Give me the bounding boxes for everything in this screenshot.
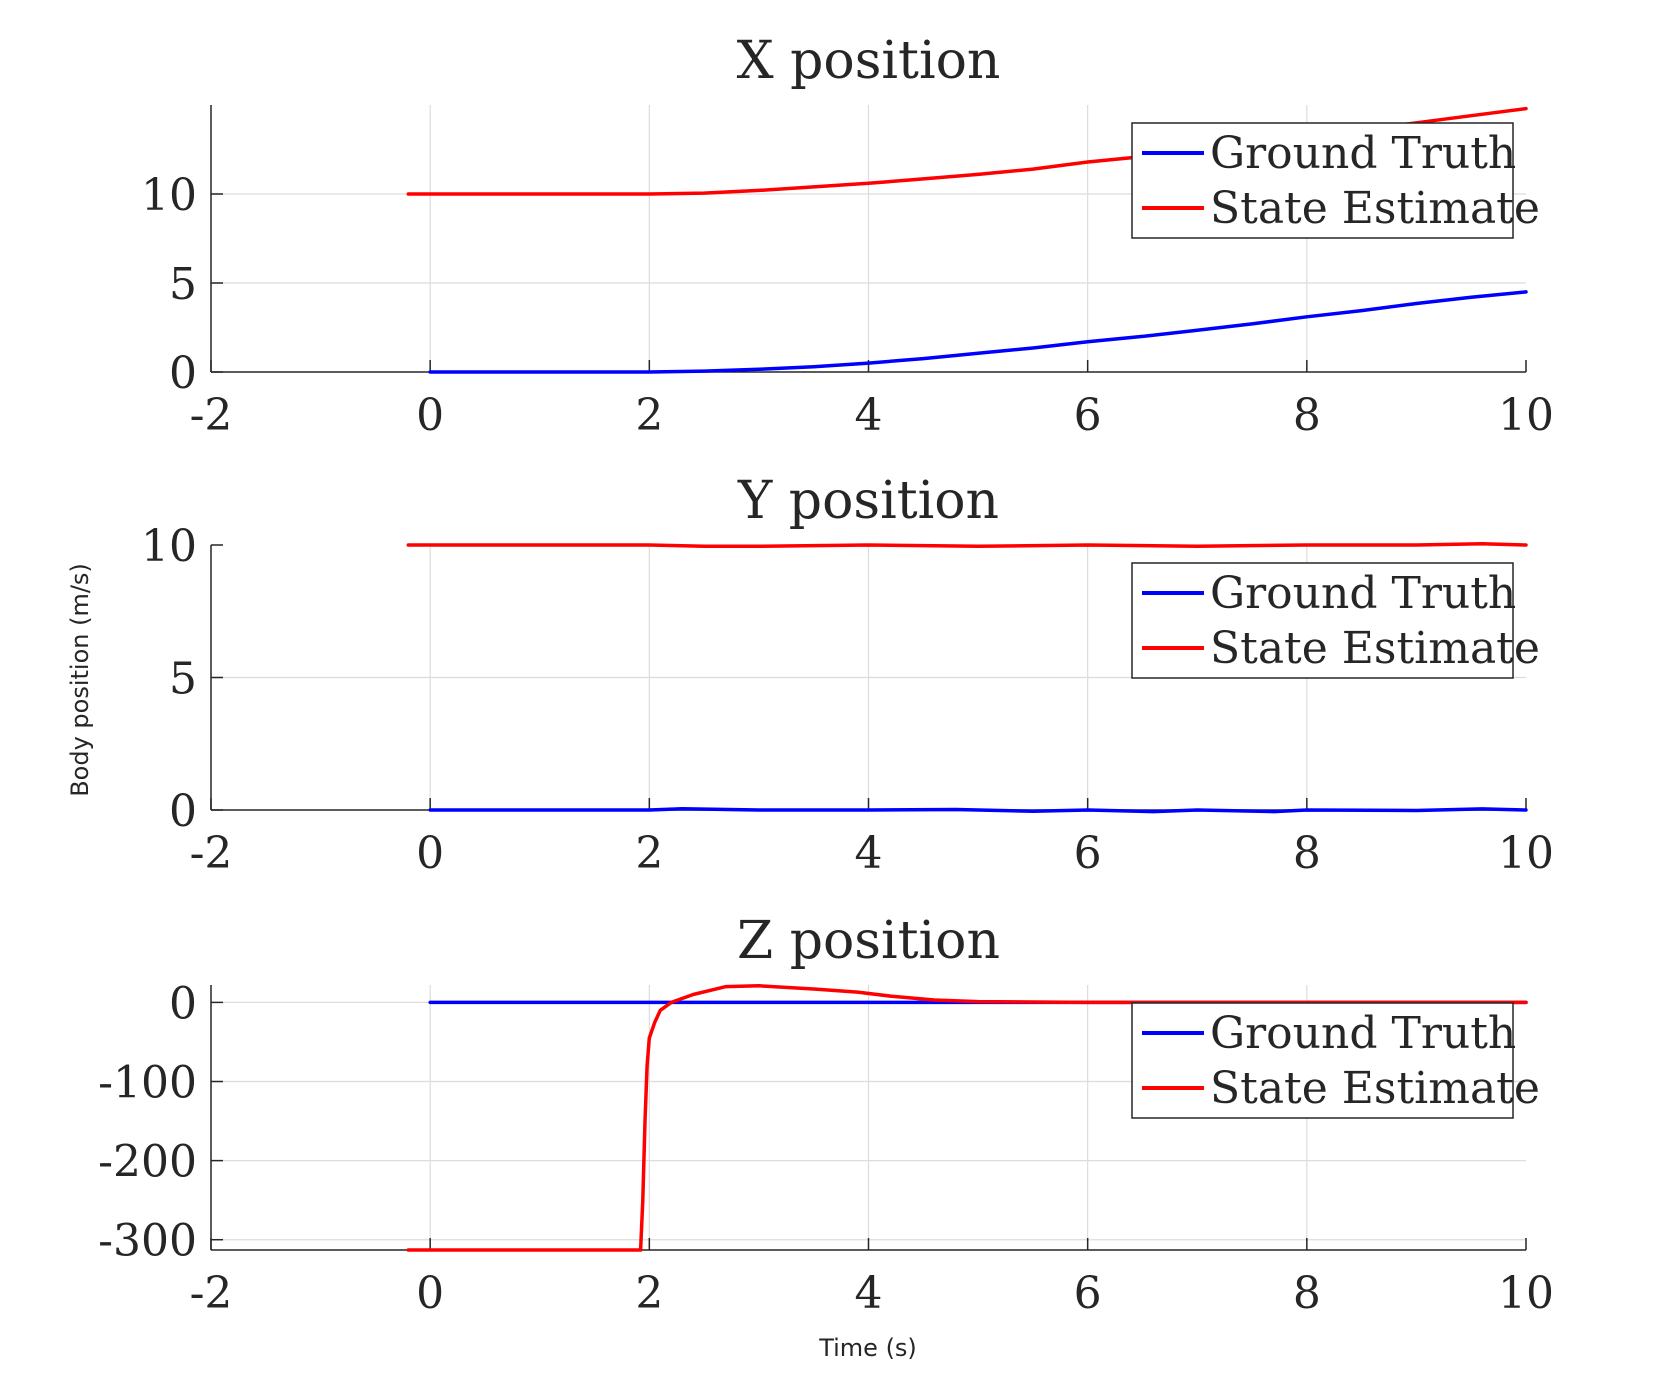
y-tick-label: 0 bbox=[169, 978, 197, 1029]
x-tick-label: 2 bbox=[635, 390, 663, 441]
x-tick-label: 8 bbox=[1293, 828, 1321, 879]
legend-label: Ground Truth bbox=[1210, 1008, 1516, 1059]
x-tick-label: 0 bbox=[416, 1268, 444, 1319]
x-tick-label: 4 bbox=[855, 828, 883, 879]
x-tick-label: 2 bbox=[635, 1268, 663, 1319]
x-tick-label: -2 bbox=[190, 1268, 233, 1319]
x-tick-label: 6 bbox=[1074, 390, 1102, 441]
y-tick-label: 10 bbox=[141, 170, 197, 221]
subplot-title: X position bbox=[737, 31, 1001, 91]
legend-label: Ground Truth bbox=[1210, 568, 1516, 619]
legend-label: State Estimate bbox=[1210, 1063, 1540, 1114]
legend-label: State Estimate bbox=[1210, 623, 1540, 674]
legend-box bbox=[1131, 122, 1514, 239]
x-tick-label: -2 bbox=[190, 828, 233, 879]
legend-box bbox=[1131, 562, 1514, 679]
series-line-state-estimate bbox=[406, 984, 1528, 1252]
y-tick-label: -300 bbox=[98, 1216, 197, 1267]
y-tick-label: -200 bbox=[98, 1137, 197, 1188]
series-line-ground-truth bbox=[428, 290, 1528, 374]
y-tick-label: 5 bbox=[169, 259, 197, 310]
y-tick-label: 0 bbox=[169, 348, 197, 399]
x-tick-label: 10 bbox=[1498, 390, 1554, 441]
x-tick-label: 6 bbox=[1074, 1268, 1102, 1319]
y-tick-label: 0 bbox=[169, 786, 197, 837]
y-tick-label: -100 bbox=[98, 1058, 197, 1109]
series-line-ground-truth bbox=[428, 806, 1528, 814]
subplot-title: Z position bbox=[737, 911, 1000, 971]
y-tick-label: 10 bbox=[141, 521, 197, 572]
x-tick-label: 4 bbox=[855, 1268, 883, 1319]
x-tick-label: 4 bbox=[855, 390, 883, 441]
x-tick-label: 10 bbox=[1498, 1268, 1554, 1319]
x-tick-label: 8 bbox=[1293, 1268, 1321, 1319]
x-tick-label: 0 bbox=[416, 390, 444, 441]
y-tick-label: 5 bbox=[169, 654, 197, 705]
x-tick-label: 10 bbox=[1498, 828, 1554, 879]
series-line-state-estimate bbox=[406, 541, 1528, 549]
subplot-title: Y position bbox=[737, 471, 999, 531]
subplot-3: Z position -2 0 2 4 6 8 10 -300 -200 -100 0 Ground T… bbox=[98, 911, 1554, 1319]
x-tick-label: -2 bbox=[190, 390, 233, 441]
x-tick-label: 8 bbox=[1293, 390, 1321, 441]
legend-label: Ground Truth bbox=[1210, 128, 1516, 179]
x-tick-label: 6 bbox=[1074, 828, 1102, 879]
x-axis-label: Time (s) bbox=[818, 1334, 917, 1362]
y-axis-label: Body position (m/s) bbox=[66, 563, 94, 797]
x-tick-label: 2 bbox=[635, 828, 663, 879]
legend-box bbox=[1131, 1002, 1514, 1119]
legend-label: State Estimate bbox=[1210, 183, 1540, 234]
x-tick-label: 0 bbox=[416, 828, 444, 879]
